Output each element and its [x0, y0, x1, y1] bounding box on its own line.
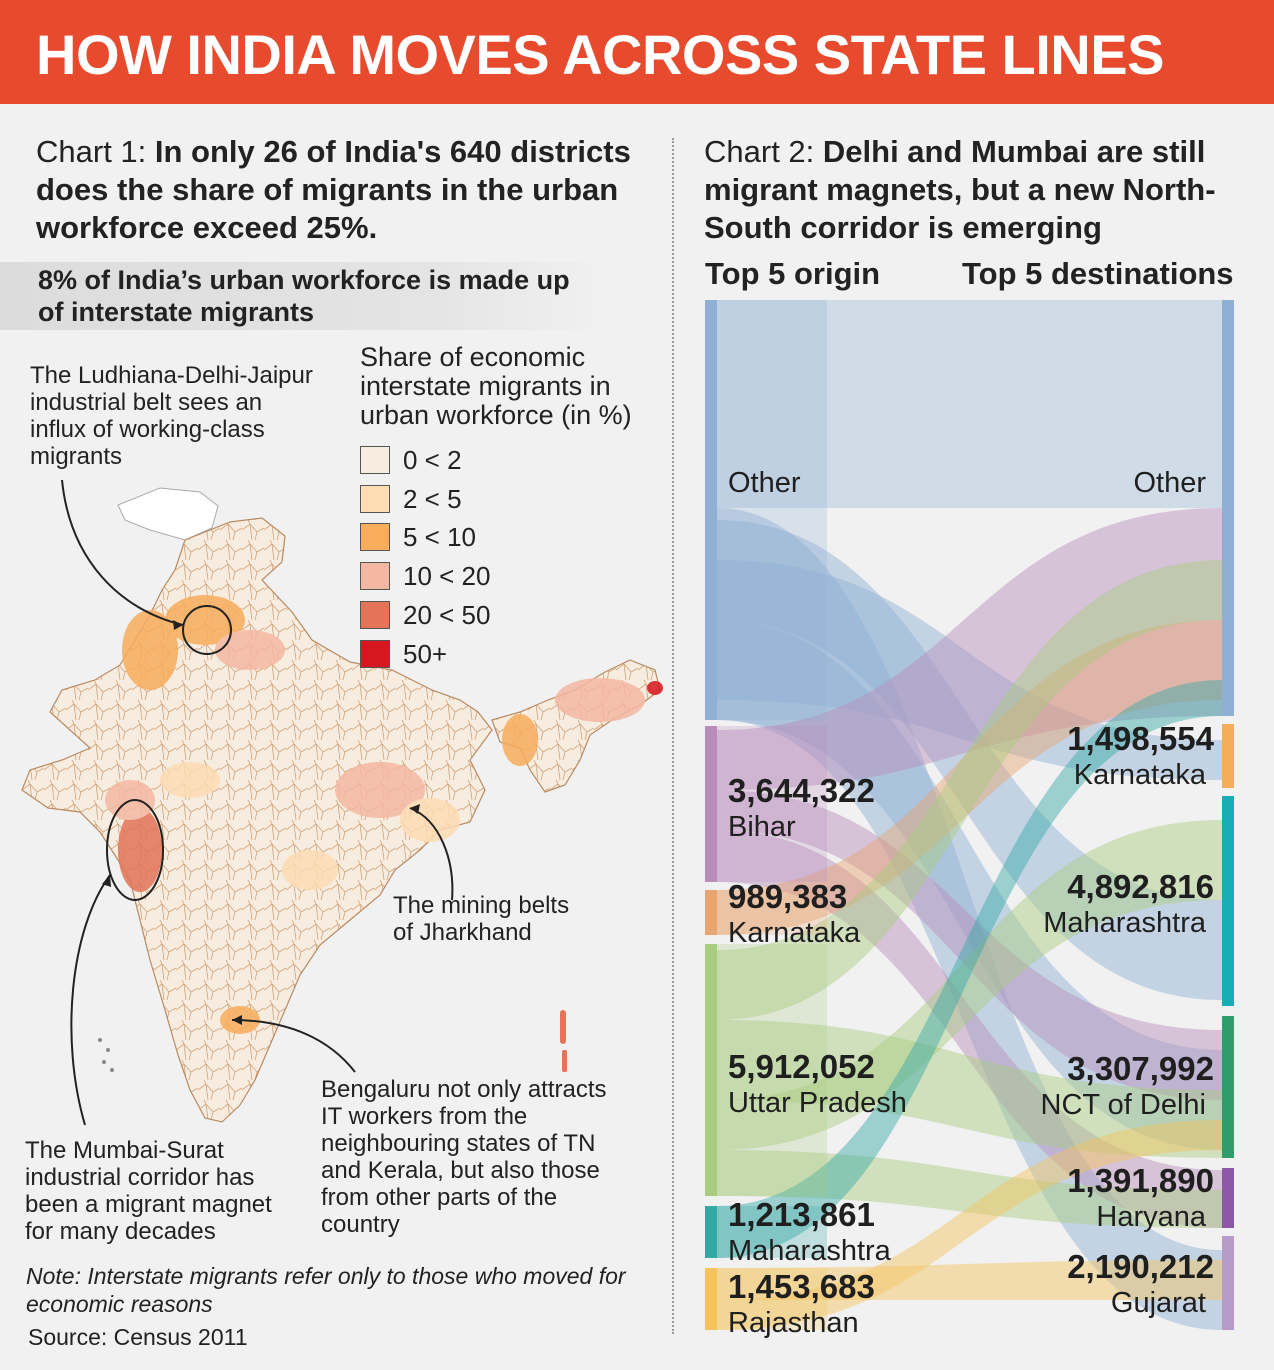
origin-name-label: Uttar Pradesh: [728, 1087, 907, 1119]
destination-header: Top 5 destinations: [962, 256, 1234, 291]
sankey-flow: [717, 508, 1222, 1330]
destination-value-label: 1,391,890: [1067, 1162, 1214, 1199]
origin-value-label: 1,453,683: [728, 1268, 875, 1305]
page-title: HOW INDIA MOVES ACROSS STATE LINES: [36, 23, 1164, 86]
origin-node-bar: [705, 726, 717, 882]
origin-name-label: Maharashtra: [728, 1235, 892, 1267]
legend-swatch: [360, 523, 390, 551]
sankey-flow: [717, 1120, 1222, 1330]
sankey-flow: [717, 680, 1222, 1258]
chart2-heading: Chart 2: Delhi and Mumbai are still migr…: [704, 133, 1254, 247]
origin-node-band: [717, 726, 827, 882]
annotation-bengaluru: Bengaluru not only attracts IT workers f…: [321, 1076, 607, 1238]
chart2-heading-text: Delhi and Mumbai are still migrant magne…: [704, 134, 1216, 245]
annotation-ludhiana: The Ludhiana-Delhi-Jaipur industrial bel…: [30, 362, 313, 470]
sankey-flow: [717, 620, 1222, 935]
origin-name-label: Bihar: [728, 811, 796, 843]
legend-swatch: [360, 601, 390, 629]
origin-name-label: Other: [728, 467, 801, 499]
india-district-map: [21, 479, 663, 1126]
annotation-mining: The mining belts of Jharkhand: [393, 892, 570, 946]
destination-name-label: Maharashtra: [1043, 907, 1207, 939]
mining-leader: [409, 807, 454, 901]
origin-node-bar: [705, 944, 717, 1196]
destination-node-bar: [1222, 724, 1234, 788]
destination-name-label: Other: [1133, 467, 1206, 499]
mumbai-circle: [106, 799, 164, 901]
origin-node-band: [717, 1268, 827, 1330]
destination-node-bar: [1222, 1168, 1234, 1228]
footnote: Note: Interstate migrants refer only to …: [26, 1263, 626, 1317]
sankey-flow: [717, 508, 1222, 790]
source-credit: Source: Census 2011: [28, 1324, 248, 1350]
column-divider: [672, 138, 674, 1334]
sankey-flow: [717, 790, 1222, 1100]
origin-value-label: 3,644,322: [728, 772, 875, 809]
origin-header: Top 5 origin: [705, 256, 881, 291]
title-banner: HOW INDIA MOVES ACROSS STATE LINES: [0, 0, 1274, 104]
flow-other-other: [717, 300, 1222, 508]
origin-value-label: 989,383: [728, 878, 847, 915]
destination-value-label: 2,190,212: [1067, 1248, 1214, 1285]
origin-node-band: [717, 944, 827, 1196]
sankey-flow: [717, 820, 1222, 1150]
map-islands: [560, 1010, 567, 1072]
destination-node-bar: [1222, 300, 1234, 716]
mumbai-leader: [70, 874, 111, 1126]
destination-value-label: 3,307,992: [1067, 1050, 1214, 1087]
legend-label: 5 < 10: [403, 522, 477, 552]
sankey-flow: [717, 520, 1222, 1000]
sankey-flow: [717, 1150, 1222, 1228]
ludhiana-circle: [182, 605, 232, 655]
legend-label: 0 < 2: [403, 445, 462, 475]
map-region-north: [117, 487, 219, 541]
ludhiana-leader: [61, 479, 184, 626]
stat-band: [0, 262, 610, 330]
origin-value-label: 1,213,861: [728, 1196, 875, 1233]
legend-swatch: [360, 485, 390, 513]
sankey-flow: [717, 560, 1222, 780]
sankey-flow: [717, 620, 1222, 1150]
destination-node-bar: [1222, 1236, 1234, 1330]
destination-name-label: Gujarat: [1111, 1287, 1206, 1319]
destination-value-label: 4,892,816: [1067, 868, 1214, 905]
chart1-lead: Chart 1:: [36, 134, 155, 169]
sankey-flow: [717, 1020, 1222, 1158]
origin-node-band: [717, 300, 827, 720]
origin-name-label: Rajasthan: [728, 1307, 859, 1339]
legend-swatch: [360, 640, 390, 668]
legend-swatch: [360, 446, 390, 474]
origin-node-band: [717, 1206, 827, 1258]
bengaluru-leader: [231, 1019, 356, 1073]
legend-label: 2 < 5: [403, 484, 462, 514]
destination-value-label: 1,498,554: [1067, 720, 1214, 757]
origin-node-bar: [705, 1268, 717, 1330]
origin-node-bar: [705, 1206, 717, 1258]
legend-label: 20 < 50: [403, 600, 491, 630]
origin-node-bar: [705, 300, 717, 720]
chart2-lead: Chart 2:: [704, 134, 823, 169]
legend-label: 50+: [403, 639, 448, 669]
sankey-flow: [717, 830, 1222, 1228]
chart1-heading: Chart 1: In only 26 of India's 640 distr…: [36, 133, 656, 247]
origin-node-band: [717, 890, 827, 935]
annotation-mumbai: The Mumbai-Surat industrial corridor has…: [25, 1137, 272, 1245]
chart1-heading-text: In only 26 of India's 640 districts does…: [36, 134, 631, 245]
destination-name-label: Karnataka: [1074, 759, 1207, 791]
legend-swatch: [360, 562, 390, 590]
destination-node-bar: [1222, 1016, 1234, 1158]
origin-name-label: Karnataka: [728, 917, 861, 949]
stat-callout: 8% of India’s urban workforce is made up…: [38, 265, 570, 327]
destination-node-bar: [1222, 796, 1234, 1006]
destination-name-label: Haryana: [1096, 1201, 1206, 1233]
origin-value-label: 5,912,052: [728, 1048, 875, 1085]
sankey-flow: [717, 1260, 1222, 1300]
legend-label: 10 < 20: [403, 561, 491, 591]
legend-title: Share of economic interstate migrants in…: [360, 342, 632, 430]
sankey-flow: [717, 560, 1222, 1020]
destination-name-label: NCT of Delhi: [1041, 1089, 1206, 1121]
origin-node-bar: [705, 890, 717, 935]
